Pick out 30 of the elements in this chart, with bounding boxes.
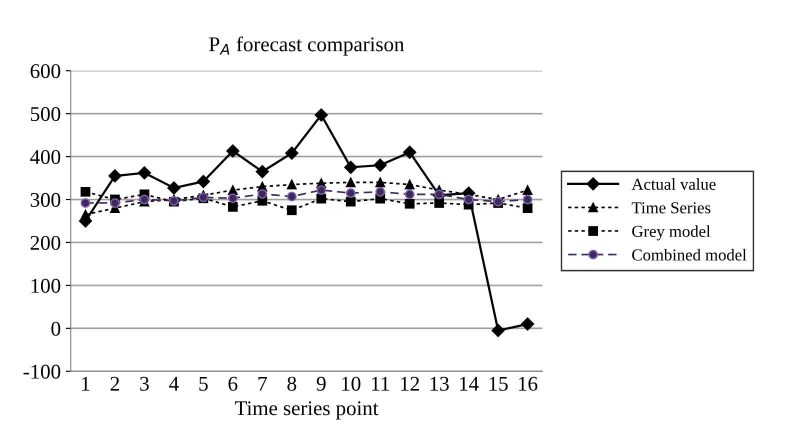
x-tick-label: 10 <box>342 376 360 391</box>
x-tick-label: 7 <box>258 376 267 391</box>
x-tick-label: 5 <box>199 376 208 391</box>
x-axis-title: Time series point <box>234 401 378 420</box>
y-tick-label: 0 <box>51 322 60 336</box>
x-tick-label: 13 <box>430 376 449 391</box>
legend-label: Combined model <box>632 248 746 261</box>
y-tick-label: 600 <box>30 64 60 78</box>
x-tick-label: 15 <box>490 376 508 391</box>
x-tick-label: 6 <box>228 376 238 391</box>
legend-label: Grey model <box>632 225 710 240</box>
x-tick-label: 9 <box>316 376 326 391</box>
legend-label: Time Series <box>632 202 710 214</box>
x-tick-label: 12 <box>401 376 419 391</box>
chart-title: P$_{A}$ forecast comparison <box>209 36 404 56</box>
y-tick-label: -100 <box>24 364 60 379</box>
x-tick-label: 4 <box>169 376 179 391</box>
x-tick-label: 8 <box>287 376 296 391</box>
legend-label: Actual value <box>632 178 716 190</box>
y-tick-label: 300 <box>30 192 60 207</box>
y-tick-label: 400 <box>30 150 60 164</box>
y-tick-label: 500 <box>30 107 60 122</box>
x-tick-label: 2 <box>110 376 120 391</box>
x-tick-label: 3 <box>140 376 149 391</box>
x-tick-label: 16 <box>519 376 538 391</box>
y-tick-label: 100 <box>32 278 60 293</box>
x-tick-label: 11 <box>372 376 390 391</box>
x-tick-label: 1 <box>82 376 90 391</box>
y-tick-label: 200 <box>30 236 60 250</box>
x-tick-label: 14 <box>460 376 479 391</box>
